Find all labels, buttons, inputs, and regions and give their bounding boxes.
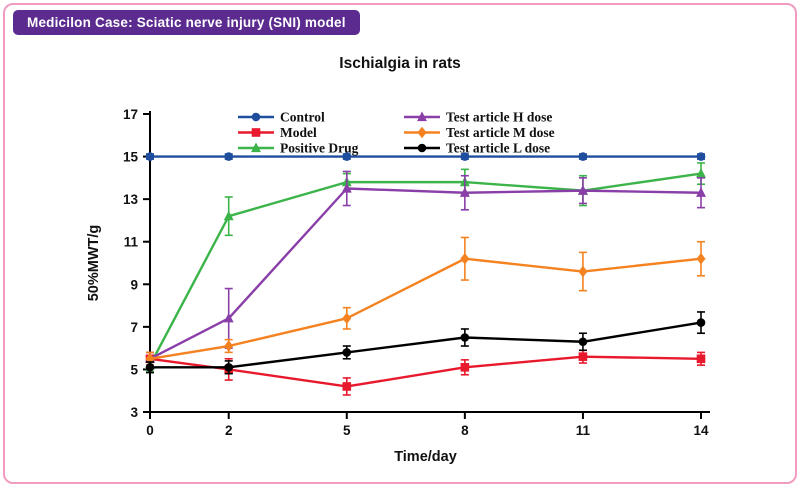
- y-tick-label: 5: [130, 362, 138, 377]
- legend-label: Test article L dose: [446, 141, 550, 156]
- y-tick-label: 7: [130, 320, 138, 335]
- data-point-marker: [696, 318, 706, 327]
- data-point-marker: [251, 112, 261, 122]
- y-tick-label: 9: [130, 277, 138, 292]
- series-test-article-h-dose: [145, 170, 706, 366]
- legend-item: Test article H dose: [404, 110, 552, 125]
- chart-title: Ischialgia in rats: [339, 55, 461, 72]
- data-point-marker: [696, 252, 706, 265]
- data-point-marker: [251, 142, 261, 153]
- data-point-marker: [696, 152, 706, 161]
- data-point-marker: [578, 352, 588, 361]
- data-point-marker: [224, 152, 234, 161]
- data-point-marker: [578, 337, 588, 347]
- legend-label: Model: [280, 125, 317, 140]
- series-test-article-l-dose: [145, 311, 706, 375]
- data-point-marker: [459, 187, 470, 197]
- chart-svg: 3 5 7 9 11 13 15 17 0 2 5 8 11 14 50%MWT/g Time/day Cont…: [86, 107, 710, 465]
- case-card: Medicilon Case: Sciatic nerve injury (SN…: [3, 3, 797, 484]
- data-point-marker: [460, 252, 470, 265]
- data-point-marker: [577, 185, 588, 195]
- y-tick-label: 17: [123, 107, 138, 122]
- series-line: [149, 257, 702, 360]
- x-tick-label: 2: [225, 423, 233, 438]
- y-axis-label: 50%MWT/g: [86, 225, 102, 302]
- series-line: [148, 172, 702, 366]
- legend-label: Control: [280, 110, 325, 125]
- data-point-marker: [460, 363, 470, 372]
- data-point-marker: [696, 168, 706, 178]
- legend-item: Control: [238, 110, 325, 125]
- data-point-marker: [342, 312, 352, 325]
- legend-item: Positive Drug: [238, 141, 359, 156]
- chart-area: 3 5 7 9 11 13 15 17 0 2 5 8 11 14 50%MWT/g Time/day Cont…: [5, 89, 795, 489]
- data-point-marker: [578, 152, 588, 161]
- data-point-marker: [342, 348, 352, 357]
- data-point-marker: [145, 363, 155, 372]
- x-axis-label: Time/day: [394, 449, 457, 465]
- data-point-marker: [145, 152, 155, 161]
- y-tick-label: 15: [123, 150, 139, 165]
- data-point-marker: [696, 354, 706, 364]
- data-point-marker: [342, 382, 352, 391]
- series-line: [149, 187, 702, 360]
- data-point-marker: [417, 143, 427, 153]
- data-point-marker: [341, 182, 352, 193]
- y-tick-label: 3: [130, 405, 138, 420]
- data-point-marker: [696, 187, 706, 197]
- data-point-marker: [251, 128, 261, 137]
- data-point-marker: [223, 210, 234, 221]
- series-model: [145, 349, 706, 396]
- tick-labels: 3 5 7 9 11 13 15 17 0 2 5 8 11 14: [123, 107, 709, 438]
- x-tick-label: 5: [343, 423, 351, 438]
- legend-label: Test article H dose: [446, 110, 552, 125]
- data-point-marker: [342, 152, 352, 161]
- series-control: [145, 152, 706, 161]
- legend-label: Positive Drug: [280, 141, 359, 156]
- data-point-marker: [578, 265, 588, 278]
- legend-label: Test article M dose: [446, 125, 555, 140]
- data-point-marker: [224, 363, 234, 372]
- x-tick-label: 14: [693, 423, 709, 438]
- x-tick-label: 8: [461, 423, 469, 438]
- case-badge: Medicilon Case: Sciatic nerve injury (SN…: [13, 10, 360, 35]
- data-point-marker: [417, 111, 427, 122]
- legend-item: Test article M dose: [404, 125, 555, 140]
- data-point-marker: [417, 126, 427, 139]
- y-tick-label: 13: [123, 192, 139, 207]
- data-point-marker: [460, 152, 470, 161]
- x-tick-label: 0: [146, 423, 154, 438]
- data-point-marker: [223, 312, 234, 323]
- legend-item: Test article L dose: [404, 141, 550, 156]
- legend-item: Model: [238, 125, 317, 140]
- data-point-marker: [145, 352, 155, 365]
- data-point-marker: [460, 333, 470, 342]
- series-line: [150, 321, 702, 369]
- x-tick-label: 11: [576, 423, 591, 438]
- y-tick-label: 11: [124, 235, 139, 250]
- data-point-marker: [224, 340, 234, 352]
